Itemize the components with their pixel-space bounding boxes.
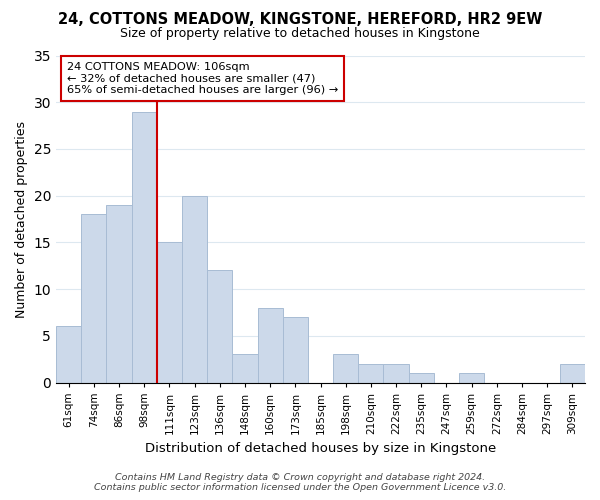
Y-axis label: Number of detached properties: Number of detached properties xyxy=(15,120,28,318)
Text: Size of property relative to detached houses in Kingstone: Size of property relative to detached ho… xyxy=(120,28,480,40)
Bar xyxy=(207,270,232,382)
Bar xyxy=(157,242,182,382)
X-axis label: Distribution of detached houses by size in Kingstone: Distribution of detached houses by size … xyxy=(145,442,496,455)
Bar xyxy=(283,317,308,382)
Bar xyxy=(131,112,157,382)
Bar xyxy=(383,364,409,382)
Bar xyxy=(333,354,358,382)
Bar xyxy=(257,308,283,382)
Bar xyxy=(409,373,434,382)
Bar xyxy=(182,196,207,382)
Text: Contains HM Land Registry data © Crown copyright and database right 2024.
Contai: Contains HM Land Registry data © Crown c… xyxy=(94,473,506,492)
Bar xyxy=(232,354,257,382)
Bar xyxy=(459,373,484,382)
Bar xyxy=(106,205,131,382)
Bar xyxy=(56,326,81,382)
Bar xyxy=(81,214,106,382)
Text: 24 COTTONS MEADOW: 106sqm
← 32% of detached houses are smaller (47)
65% of semi-: 24 COTTONS MEADOW: 106sqm ← 32% of detac… xyxy=(67,62,338,95)
Bar xyxy=(358,364,383,382)
Bar xyxy=(560,364,585,382)
Text: 24, COTTONS MEADOW, KINGSTONE, HEREFORD, HR2 9EW: 24, COTTONS MEADOW, KINGSTONE, HEREFORD,… xyxy=(58,12,542,28)
